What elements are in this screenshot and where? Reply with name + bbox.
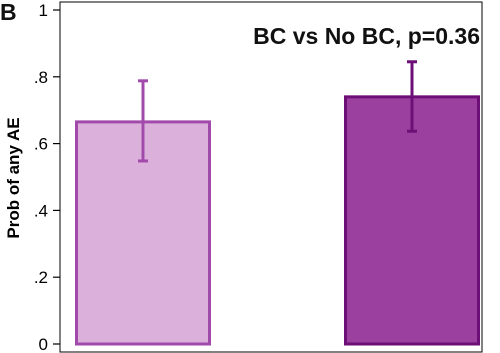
panel-label: B (0, 0, 17, 25)
y-tick-label: .4 (34, 201, 48, 220)
y-tick-label: .6 (34, 135, 48, 154)
y-axis-label: Prob of any AE (4, 117, 23, 238)
error-bar-1 (138, 79, 148, 163)
error-bar-2 (407, 60, 417, 133)
bar-2 (344, 95, 480, 346)
error-bars (138, 60, 417, 163)
y-tick-label: 0 (39, 335, 48, 353)
plot-frame (59, 1, 483, 353)
y-tick-label: 1 (39, 1, 48, 20)
bars (75, 95, 480, 346)
y-tick-label: .2 (34, 268, 48, 287)
y-axis: 0 .2 .4 .6 .8 1 (34, 1, 60, 353)
y-tick-label: .8 (34, 68, 48, 87)
chart-annotation: BC vs No BC, p=0.36 (253, 23, 480, 49)
